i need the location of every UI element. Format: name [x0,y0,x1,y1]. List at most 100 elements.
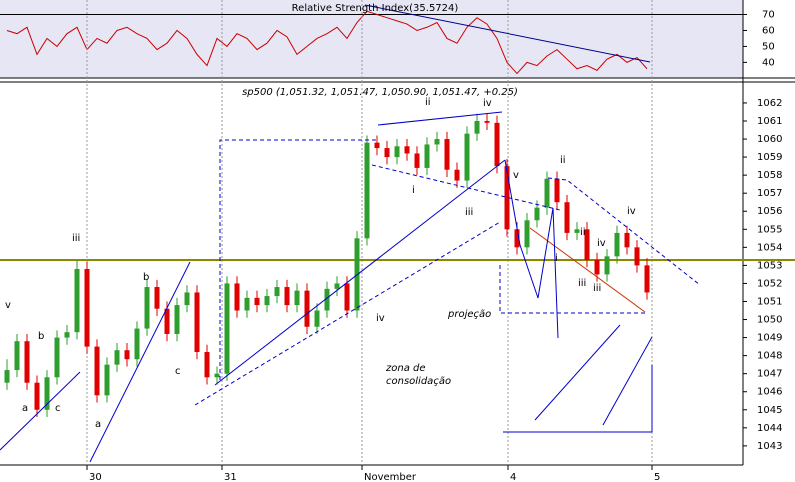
wave-label: iii [72,233,80,244]
wave-label: ii [425,97,431,108]
wave-label: a [95,419,101,430]
candle-body [614,232,620,257]
trend-line [89,261,191,463]
candle-body [584,229,590,260]
candle-body [264,296,270,306]
wave-label: b [38,331,44,342]
y-tick-label: 1058 [757,170,782,181]
y-tick-label: 70 [762,10,775,21]
candle-body [44,377,50,410]
candle-body [94,346,100,396]
candle-body [134,328,140,360]
wave-label: zona de [385,363,426,374]
y-tick-label: 1054 [757,242,782,253]
candle-body [274,287,280,297]
x-tick-label: 30 [89,472,102,482]
y-tick-label: 1053 [757,260,782,271]
x-tick-label: 5 [654,472,660,482]
candle-body [394,146,400,158]
candle-body [504,166,510,230]
wave-label: iv [627,206,636,217]
candle-body [194,292,200,353]
wave-label: v [513,170,519,181]
candle-body [164,308,170,334]
candle-body [604,256,610,275]
candle-body [204,352,210,378]
wave-label: iv [376,313,385,324]
candle-body [424,144,430,168]
y-tick-label: 1044 [757,423,782,434]
candle-body [634,247,640,266]
candle-body [434,139,440,145]
candle-body [84,268,90,347]
wave-label: ii [580,227,586,238]
wave-label: projeção [447,309,491,320]
y-tick-label: 1049 [757,333,782,344]
box-line [219,139,378,380]
rsi-line [6,10,648,75]
candle-body [114,350,120,365]
candle-body [284,287,290,306]
y-tick-label: 1047 [757,369,782,380]
wave-label: iii [593,283,601,294]
candle-body [574,229,580,233]
candle-body [24,341,30,383]
y-tick-label: 1056 [757,206,782,217]
candle-body [124,350,130,360]
candle-body [554,178,560,203]
candle-body [644,265,650,293]
candle-body [374,142,380,149]
candle-body [324,288,330,311]
trend-line [364,4,651,63]
candle-body [514,229,520,248]
candle-body [74,268,80,333]
target-line [602,336,653,426]
wave-label: iv [483,98,492,109]
wave-label: iii [465,207,473,218]
trend-line [0,371,81,451]
trend-line [371,164,561,211]
candle-body [444,139,450,170]
candle-body [14,341,20,371]
candle-body [334,283,340,289]
wave-label: i [555,253,558,264]
candle-body [184,292,190,306]
candle-body [414,153,420,168]
wave-label: c [175,366,181,377]
candle-body [454,169,460,181]
wave-label: ii [560,155,566,166]
candle-body [174,305,180,334]
candle-body [314,310,320,327]
candle-body [534,207,540,221]
trend-line [194,221,501,406]
y-tick-label: 1050 [757,315,782,326]
candle-body [484,120,490,123]
y-tick-label: 1060 [757,134,782,145]
y-tick-label: 1048 [757,351,782,362]
trend-line [377,111,503,126]
candle-body [54,337,60,378]
wave-label: c [55,403,61,414]
candle-body [564,202,570,233]
candle-body [384,148,390,158]
wave-label: iv [597,238,606,249]
candle-body [364,142,370,239]
candle-body [304,290,310,327]
candle-body [244,297,250,311]
target-line [534,324,621,421]
candle-body [154,287,160,309]
y-tick-label: 1061 [757,116,782,127]
candle-body [544,178,550,208]
y-tick-label: 50 [762,41,775,52]
candle-body [214,373,220,378]
x-tick-label: 31 [224,472,237,482]
y-tick-label: 60 [762,25,775,36]
candle-body [524,220,530,248]
candle-body [254,297,260,306]
y-tick-label: 1051 [757,296,782,307]
y-tick-label: 1045 [757,405,782,416]
candle-body [234,283,240,311]
candle-body [474,120,480,134]
